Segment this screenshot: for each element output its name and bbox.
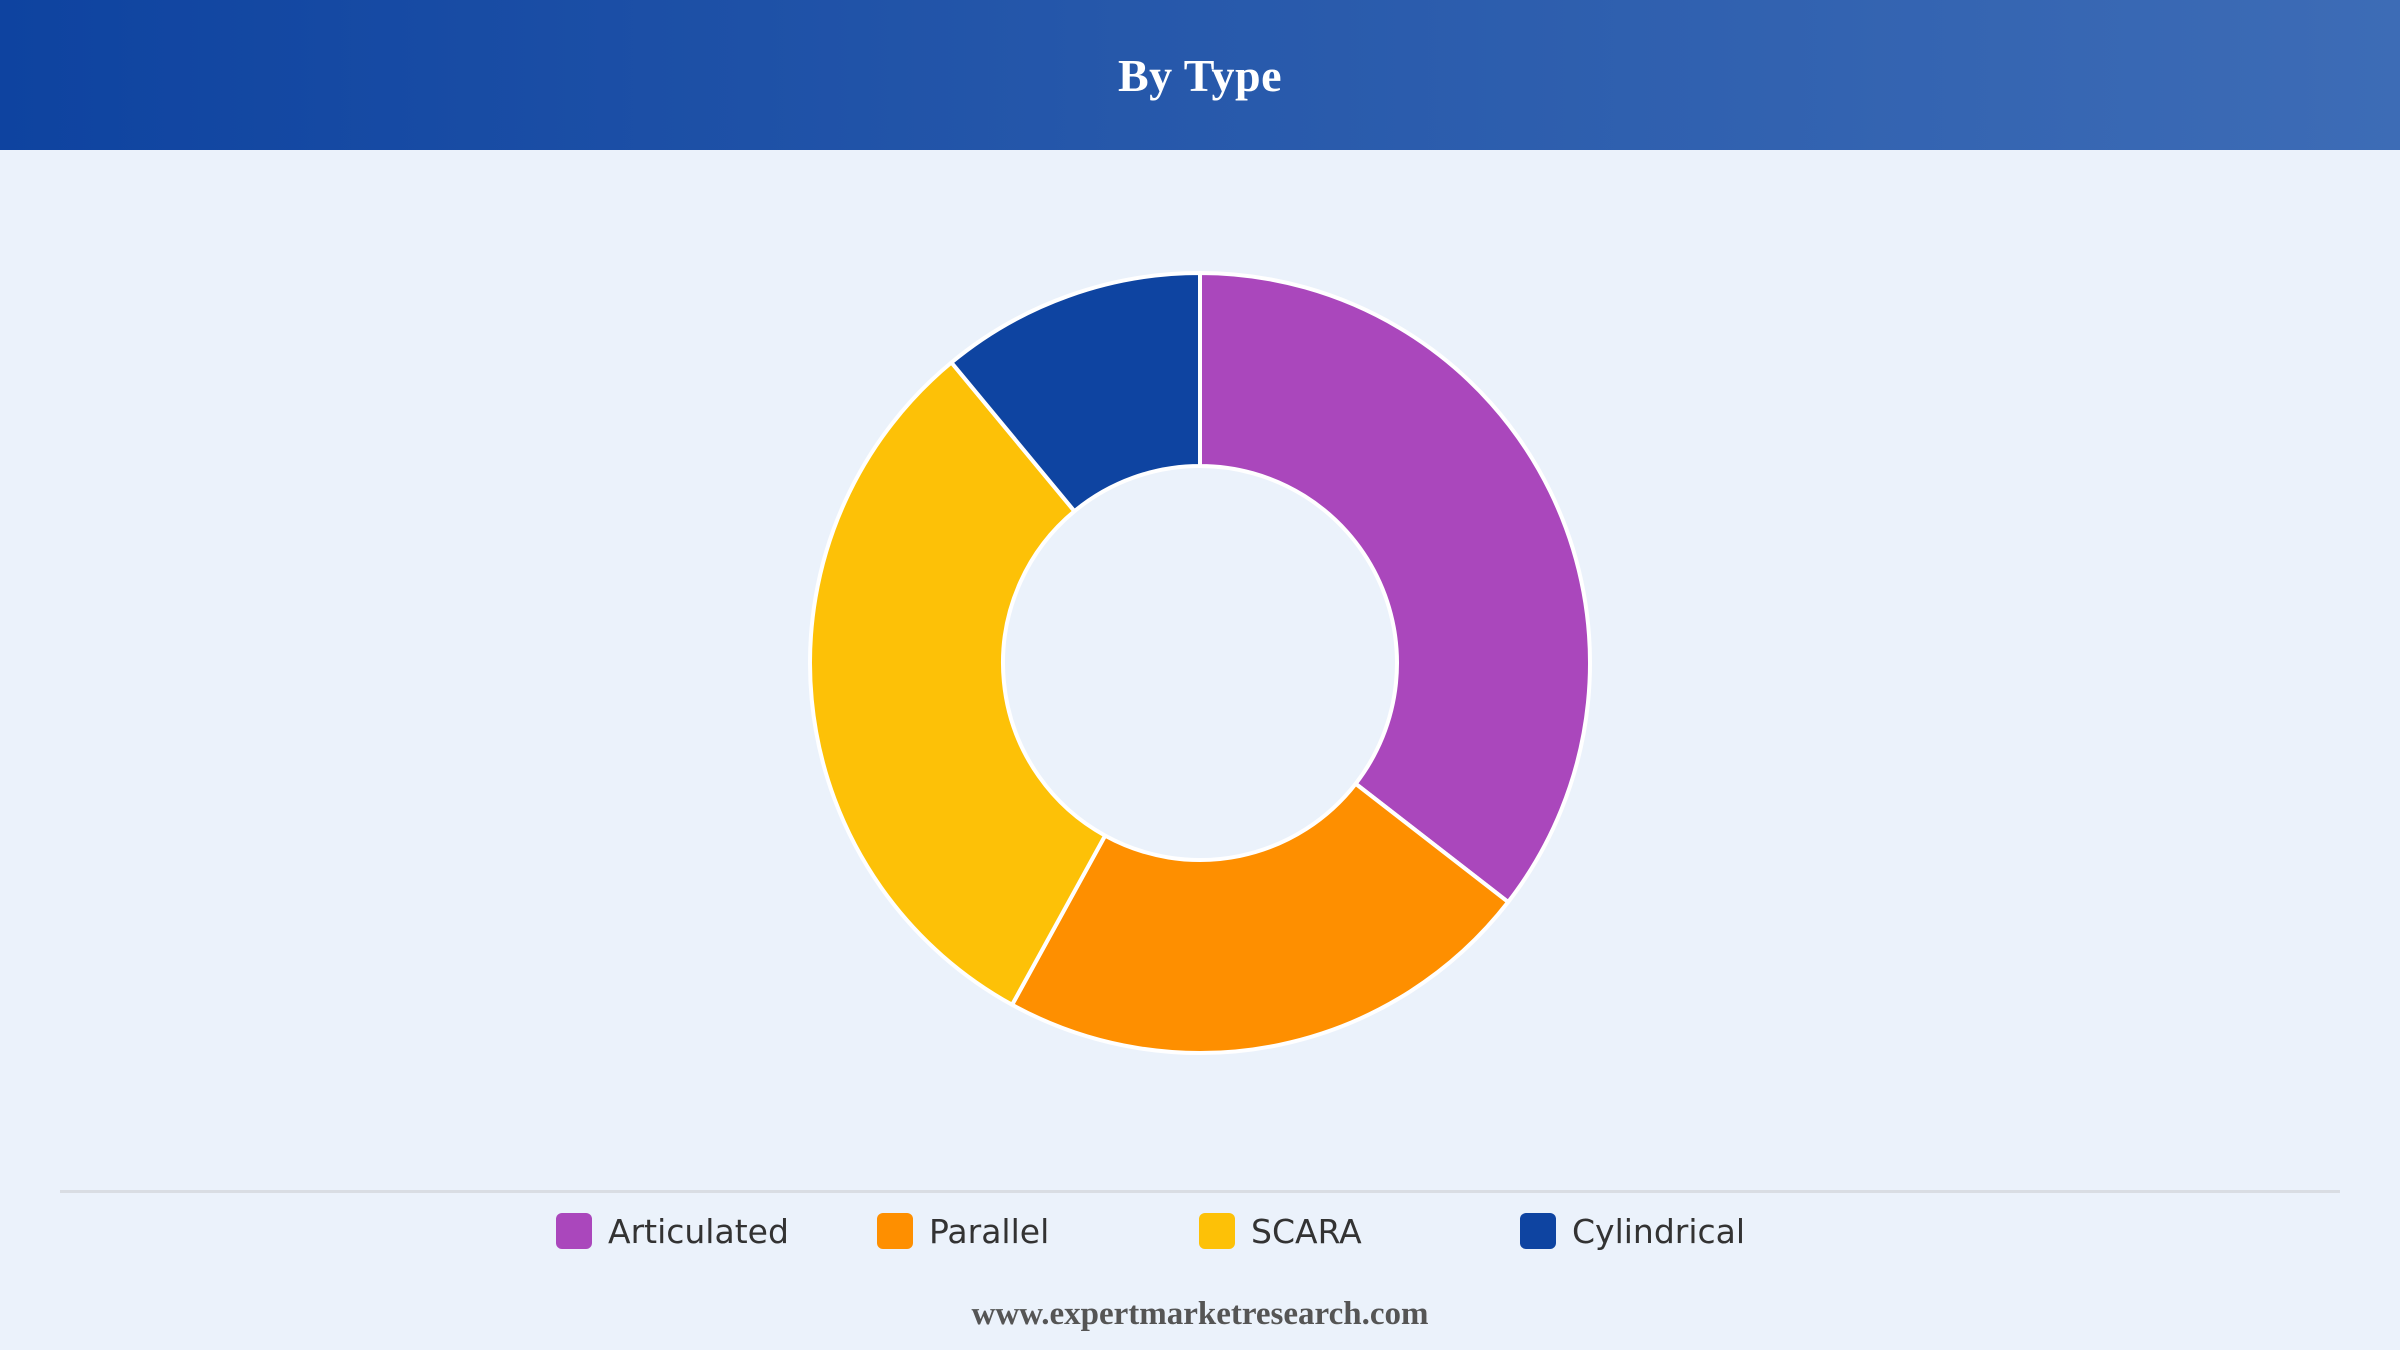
legend-label-cylindrical: Cylindrical	[1572, 1211, 1746, 1251]
donut-slice-cylindrical[interactable]	[949, 271, 1202, 514]
legend-label-scara: SCARA	[1251, 1211, 1362, 1251]
donut-slice-scara[interactable]	[808, 360, 1108, 1007]
chart-title: By Type	[1117, 49, 1283, 101]
legend-divider	[60, 1190, 2340, 1193]
chart-legend: Articulated Parallel SCARA Cylindrical	[0, 1208, 2400, 1254]
legend-swatch-parallel	[877, 1213, 913, 1249]
donut-slice-articulated[interactable]	[1198, 271, 1592, 905]
legend-item-scara[interactable]: SCARA	[1199, 1208, 1362, 1254]
legend-item-parallel[interactable]: Parallel	[877, 1208, 1049, 1254]
source-url[interactable]: www.expertmarketresearch.com	[971, 1296, 1429, 1332]
legend-swatch-scara	[1199, 1213, 1235, 1249]
legend-label-articulated: Articulated	[608, 1211, 789, 1251]
legend-label-parallel: Parallel	[929, 1211, 1050, 1251]
legend-swatch-articulated	[556, 1213, 592, 1249]
legend-item-cylindrical[interactable]: Cylindrical	[1520, 1208, 1745, 1254]
header-bar: By Type	[0, 0, 2400, 150]
legend-swatch-cylindrical	[1520, 1213, 1556, 1249]
donut-slice-parallel[interactable]	[1010, 781, 1511, 1055]
legend-item-articulated[interactable]: Articulated	[556, 1208, 789, 1254]
